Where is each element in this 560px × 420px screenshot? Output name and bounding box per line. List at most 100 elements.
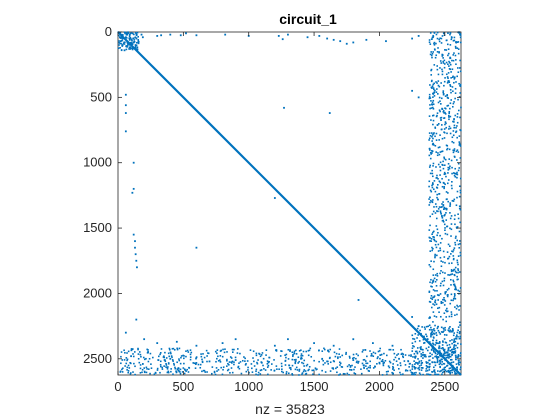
data-point <box>436 210 438 212</box>
data-point <box>436 174 438 177</box>
data-point <box>430 335 432 338</box>
data-point <box>428 185 430 188</box>
data-point <box>456 176 458 179</box>
data-point <box>418 350 421 353</box>
data-point <box>428 198 430 200</box>
data-point <box>437 73 440 76</box>
data-point <box>132 161 135 164</box>
data-point <box>449 127 452 130</box>
data-point <box>332 344 335 347</box>
data-point <box>273 369 276 372</box>
data-point <box>313 342 315 345</box>
data-point <box>453 338 456 341</box>
data-point <box>441 55 444 57</box>
data-point <box>441 70 444 73</box>
data-point <box>448 362 450 364</box>
data-point <box>459 287 462 289</box>
data-point <box>171 359 174 361</box>
data-point <box>365 362 367 365</box>
data-point <box>435 81 437 83</box>
data-point <box>455 288 457 291</box>
data-point <box>459 59 461 62</box>
data-point <box>350 369 353 371</box>
data-point <box>452 297 455 300</box>
data-point <box>239 352 241 355</box>
data-point <box>363 366 365 369</box>
data-point <box>445 219 448 221</box>
data-point <box>148 357 151 360</box>
data-point <box>446 132 448 135</box>
data-marks <box>117 31 462 376</box>
data-point <box>452 102 455 105</box>
data-point <box>450 293 453 296</box>
data-point <box>345 42 348 45</box>
data-point <box>289 349 291 351</box>
data-point <box>156 369 159 371</box>
data-point <box>458 142 461 145</box>
data-point <box>251 367 253 370</box>
data-point <box>431 371 434 373</box>
data-point <box>439 151 442 153</box>
data-point <box>453 218 456 221</box>
data-point <box>175 371 178 374</box>
data-point <box>449 302 452 305</box>
data-point <box>437 198 439 201</box>
data-point <box>280 365 283 368</box>
data-point <box>131 43 134 45</box>
data-point <box>123 41 125 44</box>
data-point <box>438 311 440 314</box>
data-point <box>429 134 432 137</box>
data-point <box>413 353 416 355</box>
data-point <box>416 362 418 364</box>
data-point <box>440 353 442 356</box>
data-point <box>314 367 317 370</box>
data-point <box>421 366 424 369</box>
data-point <box>287 348 290 351</box>
data-point <box>420 364 423 366</box>
data-point <box>268 356 270 359</box>
data-point <box>121 44 124 47</box>
data-point <box>443 80 446 83</box>
data-point <box>435 278 438 281</box>
data-point <box>448 255 451 258</box>
data-point <box>440 352 443 355</box>
data-point <box>432 93 435 95</box>
data-point <box>429 164 432 167</box>
data-point <box>367 366 370 369</box>
data-point <box>459 157 462 159</box>
data-point <box>132 187 135 190</box>
data-point <box>287 338 289 341</box>
data-point <box>460 129 462 132</box>
data-point <box>289 367 292 369</box>
data-point <box>439 117 442 119</box>
data-point <box>119 37 122 39</box>
data-point <box>413 366 416 369</box>
data-point <box>421 354 424 356</box>
data-point <box>189 358 192 361</box>
data-point <box>438 331 441 334</box>
data-point <box>428 139 430 141</box>
data-point <box>434 256 436 259</box>
data-point <box>156 367 159 370</box>
data-point <box>430 153 432 155</box>
data-point <box>436 65 439 67</box>
data-point <box>202 369 205 372</box>
data-point <box>427 365 429 368</box>
data-point <box>450 315 453 318</box>
data-point <box>449 205 451 207</box>
data-point <box>125 362 128 365</box>
data-point <box>253 360 255 363</box>
data-point <box>431 184 433 187</box>
data-point <box>455 338 458 340</box>
data-point <box>250 363 253 365</box>
data-point <box>174 367 177 370</box>
data-point <box>428 328 431 331</box>
data-point <box>444 366 447 369</box>
data-point <box>455 126 457 129</box>
data-point <box>439 359 441 362</box>
data-point <box>455 307 458 310</box>
data-point <box>131 48 134 51</box>
data-point <box>417 96 420 99</box>
data-point <box>445 309 447 312</box>
data-point <box>446 182 449 185</box>
